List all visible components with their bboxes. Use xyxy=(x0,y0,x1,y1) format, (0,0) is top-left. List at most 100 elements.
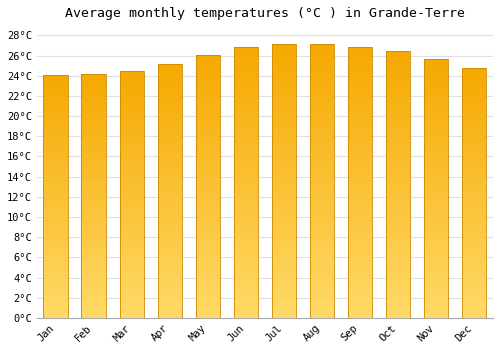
Bar xyxy=(386,77,410,80)
Bar xyxy=(158,259,182,262)
Bar xyxy=(386,128,410,131)
Bar xyxy=(424,111,448,113)
Bar xyxy=(196,110,220,112)
Bar xyxy=(310,296,334,299)
Bar xyxy=(386,224,410,227)
Bar xyxy=(44,274,68,276)
Bar xyxy=(348,69,372,72)
Bar xyxy=(462,190,486,193)
Bar xyxy=(82,74,106,318)
Bar xyxy=(120,88,144,90)
Bar xyxy=(234,215,258,218)
Bar xyxy=(348,91,372,93)
Bar xyxy=(386,235,410,238)
Bar xyxy=(44,213,68,216)
Bar xyxy=(348,93,372,96)
Bar xyxy=(234,226,258,229)
Bar xyxy=(196,276,220,278)
Bar xyxy=(462,188,486,190)
Bar xyxy=(310,203,334,206)
Bar xyxy=(424,313,448,315)
Bar xyxy=(462,93,486,95)
Bar xyxy=(44,218,68,220)
Bar xyxy=(424,64,448,66)
Bar xyxy=(386,214,410,216)
Bar xyxy=(424,162,448,165)
Bar xyxy=(310,239,334,241)
Bar xyxy=(348,80,372,83)
Bar xyxy=(120,71,144,318)
Bar xyxy=(158,287,182,290)
Bar xyxy=(386,112,410,115)
Bar xyxy=(424,204,448,206)
Bar xyxy=(424,92,448,95)
Bar xyxy=(234,310,258,313)
Bar xyxy=(44,75,68,318)
Bar xyxy=(272,80,296,83)
Bar xyxy=(158,188,182,191)
Bar xyxy=(44,257,68,259)
Bar xyxy=(44,206,68,209)
Bar xyxy=(158,125,182,127)
Bar xyxy=(386,256,410,259)
Bar xyxy=(82,176,106,179)
Bar xyxy=(44,84,68,87)
Bar xyxy=(310,52,334,55)
Bar xyxy=(120,189,144,192)
Bar xyxy=(462,138,486,140)
Bar xyxy=(234,207,258,210)
Bar xyxy=(120,268,144,271)
Bar xyxy=(462,180,486,183)
Bar xyxy=(120,180,144,182)
Bar xyxy=(310,293,334,296)
Bar xyxy=(234,153,258,156)
Bar xyxy=(310,315,334,318)
Bar xyxy=(82,237,106,240)
Bar xyxy=(120,135,144,138)
Bar xyxy=(82,169,106,171)
Bar xyxy=(462,100,486,103)
Bar xyxy=(158,132,182,135)
Bar xyxy=(462,178,486,180)
Bar xyxy=(158,224,182,226)
Bar xyxy=(310,222,334,225)
Bar xyxy=(386,278,410,280)
Bar xyxy=(424,196,448,198)
Bar xyxy=(44,306,68,308)
Bar xyxy=(272,203,296,206)
Bar xyxy=(272,113,296,116)
Bar xyxy=(348,145,372,147)
Bar xyxy=(158,181,182,183)
Bar xyxy=(348,266,372,269)
Bar xyxy=(82,213,106,215)
Bar xyxy=(234,120,258,123)
Bar xyxy=(272,233,296,236)
Bar xyxy=(196,281,220,284)
Bar xyxy=(196,268,220,271)
Bar xyxy=(424,243,448,245)
Bar xyxy=(120,209,144,212)
Bar xyxy=(44,77,68,79)
Bar xyxy=(462,213,486,215)
Bar xyxy=(234,164,258,167)
Bar xyxy=(462,80,486,83)
Bar xyxy=(310,61,334,64)
Bar xyxy=(44,252,68,255)
Bar xyxy=(120,206,144,209)
Bar xyxy=(462,163,486,165)
Bar xyxy=(44,99,68,102)
Bar xyxy=(120,71,144,73)
Bar xyxy=(462,303,486,305)
Bar xyxy=(196,162,220,165)
Bar xyxy=(44,301,68,303)
Bar xyxy=(234,175,258,177)
Bar xyxy=(348,83,372,85)
Bar xyxy=(120,115,144,118)
Bar xyxy=(44,291,68,294)
Bar xyxy=(348,120,372,123)
Bar xyxy=(462,120,486,123)
Bar xyxy=(310,197,334,200)
Bar xyxy=(120,105,144,108)
Bar xyxy=(424,276,448,279)
Bar xyxy=(386,211,410,213)
